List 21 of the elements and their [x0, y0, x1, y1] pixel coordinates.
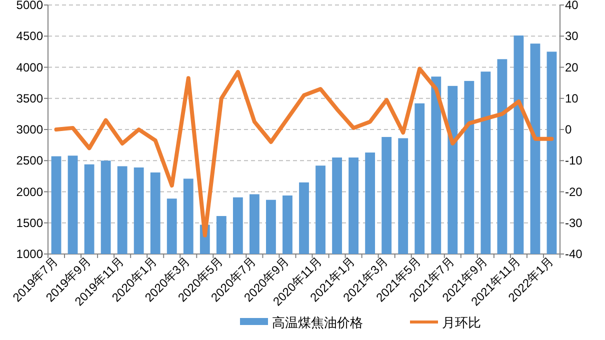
- y-tick-label: 4000: [16, 60, 44, 74]
- y2-tick-label: 30: [565, 29, 579, 44]
- y-tick-label: 3500: [16, 91, 44, 106]
- y-tick-label: 4500: [16, 29, 44, 44]
- y-tick-label: 3000: [16, 122, 44, 136]
- y2-tick-label: -10: [565, 154, 583, 168]
- legend-label: 月环比: [442, 315, 481, 330]
- y-tick-label: 5000: [16, 0, 44, 12]
- line-series: [54, 66, 554, 238]
- y2-tick-label: -40: [565, 247, 583, 261]
- y2-tick-label: 10: [565, 91, 579, 106]
- y2-tick-label: 20: [565, 60, 579, 74]
- y-tick-label: 2500: [16, 154, 44, 168]
- y2-tick-label: -20: [565, 184, 583, 199]
- y-tick-label: 2000: [16, 184, 44, 199]
- y-tick-label: 1000: [16, 247, 44, 261]
- y2-tick-label: 40: [565, 0, 579, 12]
- y-tick-label: 1500: [16, 216, 44, 230]
- y2-tick-label: 0: [565, 122, 572, 136]
- y2-tick-label: -30: [565, 216, 583, 230]
- legend-label: 高温煤焦油价格: [272, 315, 363, 330]
